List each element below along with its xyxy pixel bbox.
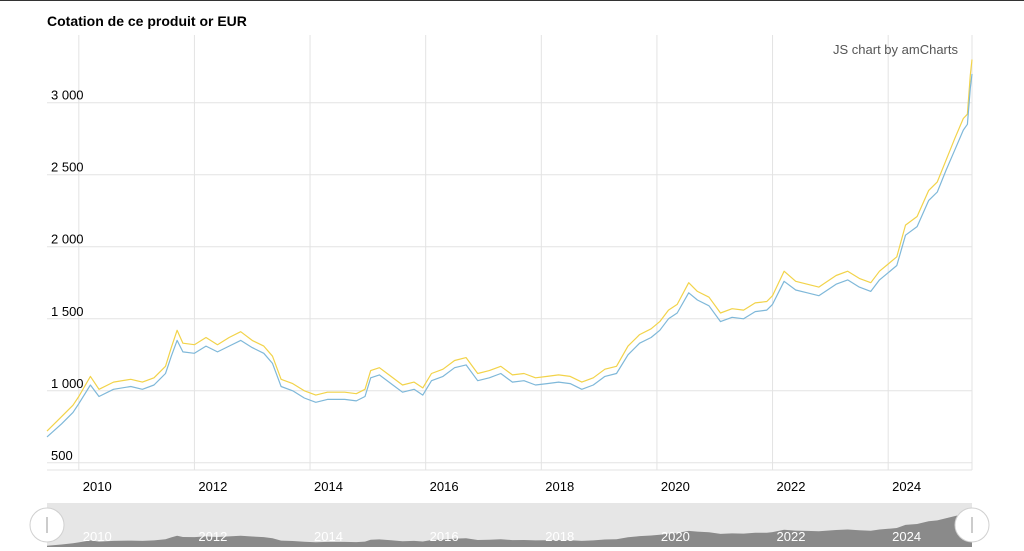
x-tick-label: 2010: [83, 479, 112, 494]
navigator-tick-label: 2020: [661, 529, 690, 544]
navigator-tick-label: 2016: [430, 529, 459, 544]
chart-title: Cotation de ce produit or EUR: [47, 13, 247, 29]
y-tick-label: 1 500: [51, 304, 84, 319]
navigator-left-handle[interactable]: [29, 507, 65, 543]
x-tick-label: 2016: [430, 479, 459, 494]
navigator-tick-label: 2014: [314, 529, 343, 544]
navigator-right-handle[interactable]: [954, 507, 990, 543]
chart-credit: JS chart by amCharts: [833, 42, 958, 57]
navigator-tick-label: 2018: [545, 529, 574, 544]
y-axis-labels: 500 1 000 1 500 2 000 2 500 3 000: [51, 88, 84, 463]
x-axis-labels: 2010 2012 2014 2016 2018 2020 2022 2024: [83, 479, 921, 494]
series-lines: [46, 59, 973, 438]
x-tick-label: 2024: [892, 479, 921, 494]
x-tick-label: 2020: [661, 479, 690, 494]
navigator-tick-label: 2024: [892, 529, 921, 544]
grid: [47, 35, 973, 471]
y-tick-label: 2 500: [51, 160, 84, 175]
series-line-upper: [46, 59, 973, 432]
series-line-lower: [46, 73, 973, 438]
y-tick-label: 2 000: [51, 232, 84, 247]
x-tick-label: 2014: [314, 479, 343, 494]
navigator-tick-label: 2012: [198, 529, 227, 544]
y-tick-label: 500: [51, 448, 73, 463]
y-tick-label: 3 000: [51, 88, 84, 103]
x-tick-label: 2012: [198, 479, 227, 494]
y-tick-label: 1 000: [51, 376, 84, 391]
navigator-tick-label: 2022: [777, 529, 806, 544]
navigator-scrollbar[interactable]: 2010 2012 2014 2016 2018 2020 2022 2024: [29, 503, 990, 547]
top-border: [0, 0, 1024, 1]
x-tick-label: 2022: [777, 479, 806, 494]
navigator-area: [47, 508, 972, 547]
navigator-tick-label: 2010: [83, 529, 112, 544]
x-tick-label: 2018: [545, 479, 574, 494]
